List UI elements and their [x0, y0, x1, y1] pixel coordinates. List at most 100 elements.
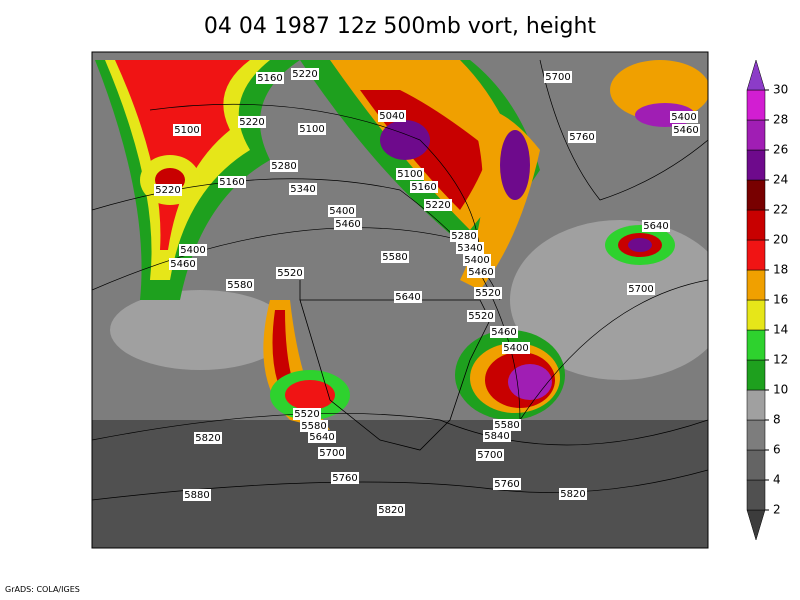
- label-box: [381, 251, 409, 263]
- colorbar-box: [746, 119, 766, 151]
- contour-label: 5640: [309, 432, 334, 443]
- label-box: [627, 283, 655, 295]
- label-box: [270, 160, 298, 172]
- contour-label: 5520: [468, 311, 493, 322]
- label-box: [169, 258, 197, 270]
- colorbar-label: 10: [773, 383, 788, 397]
- contour-label: 5880: [184, 490, 209, 501]
- contour-label: 5340: [457, 243, 482, 254]
- contour-label: 5820: [195, 433, 220, 444]
- label-box: [218, 176, 246, 188]
- label-box: [396, 168, 424, 180]
- contour-label: 5220: [239, 117, 264, 128]
- label-box: [291, 68, 319, 80]
- label-box: [183, 489, 211, 501]
- contour-label: 5460: [170, 259, 195, 270]
- contour-label: 5820: [560, 489, 585, 500]
- label-box: [377, 504, 405, 516]
- colorbar-label: 4: [773, 473, 781, 487]
- label-box: [493, 478, 521, 490]
- contour-label: 5280: [451, 231, 476, 242]
- colorbar-box: [746, 449, 766, 481]
- contour-label: 5460: [491, 327, 516, 338]
- contour-label: 5220: [292, 69, 317, 80]
- contour-label: 5520: [277, 268, 302, 279]
- contour-label: 5100: [397, 169, 422, 180]
- colorbar-box: [746, 89, 766, 121]
- colorbar-label: 30: [773, 83, 788, 97]
- contour-label: 5820: [378, 505, 403, 516]
- colorbar-label: 18: [773, 263, 788, 277]
- contour-label: 5160: [257, 73, 282, 84]
- contour-label: 5760: [332, 473, 357, 484]
- label-box: [154, 184, 182, 196]
- colorbar-box: [746, 59, 766, 91]
- label-box: [642, 220, 670, 232]
- label-box: [256, 72, 284, 84]
- colorbar-label: 2: [773, 503, 781, 517]
- colorbar-box: [746, 299, 766, 331]
- label-box: [289, 183, 317, 195]
- colorbar-label: 28: [773, 113, 788, 127]
- contour-label: 5460: [468, 267, 493, 278]
- label-box: [559, 488, 587, 500]
- contour-label: 5340: [290, 184, 315, 195]
- label-box: [173, 124, 201, 136]
- colorbar-box: [746, 269, 766, 301]
- colorbar-label: 6: [773, 443, 781, 457]
- contour-label: 5700: [319, 448, 344, 459]
- contour-label: 5220: [425, 200, 450, 211]
- label-box: [670, 111, 698, 123]
- contour-label: 5580: [301, 421, 326, 432]
- colorbar-label: 8: [773, 413, 781, 427]
- contour-label: 5100: [299, 124, 324, 135]
- colorbar-box: [746, 419, 766, 451]
- colorbar-label: 24: [773, 173, 788, 187]
- label-box: [456, 242, 484, 254]
- label-box: [194, 432, 222, 444]
- label-box: [308, 431, 336, 443]
- label-box: [467, 310, 495, 322]
- label-box: [328, 205, 356, 217]
- contour-label: 5580: [494, 420, 519, 431]
- label-box: [476, 449, 504, 461]
- contour-label: 5220: [155, 185, 180, 196]
- colorbar-box: [746, 389, 766, 421]
- credit: GrADS: COLA/IGES: [5, 585, 80, 594]
- contour-label: 5100: [174, 125, 199, 136]
- colorbar-box: [746, 509, 766, 541]
- label-box: [463, 254, 491, 266]
- label-box: [276, 267, 304, 279]
- contour-labels: 5160 522051005220510050405700540054605760…: [154, 68, 700, 516]
- label-box: [544, 71, 572, 83]
- label-box: [293, 408, 321, 420]
- colorbar-label: 14: [773, 323, 788, 337]
- contour-label: 5760: [569, 132, 594, 143]
- contour-label: 5160: [219, 177, 244, 188]
- label-box: [318, 447, 346, 459]
- colorbar-box: [746, 209, 766, 241]
- colorbar-box: [746, 359, 766, 391]
- label-box: [450, 230, 478, 242]
- contour-label: 5640: [395, 292, 420, 303]
- contour-label: 5400: [180, 245, 205, 256]
- contour-label: 5840: [484, 431, 509, 442]
- label-box: [410, 181, 438, 193]
- contour-label: 5640: [643, 221, 668, 232]
- map-frame: [91, 51, 709, 549]
- contour-label: 5040: [379, 111, 404, 122]
- contour-label: 5460: [673, 125, 698, 136]
- label-box: [331, 472, 359, 484]
- label-box: [179, 244, 207, 256]
- label-box: [226, 279, 254, 291]
- colorbar-box: [746, 239, 766, 271]
- contour-label: 5400: [464, 255, 489, 266]
- colorbar-label: 16: [773, 293, 788, 307]
- colorbar-box: [746, 179, 766, 211]
- label-box: [334, 218, 362, 230]
- label-box: [502, 342, 530, 354]
- label-box: [672, 124, 700, 136]
- contour-label: 5520: [475, 288, 500, 299]
- colorbar-label: 26: [773, 143, 788, 157]
